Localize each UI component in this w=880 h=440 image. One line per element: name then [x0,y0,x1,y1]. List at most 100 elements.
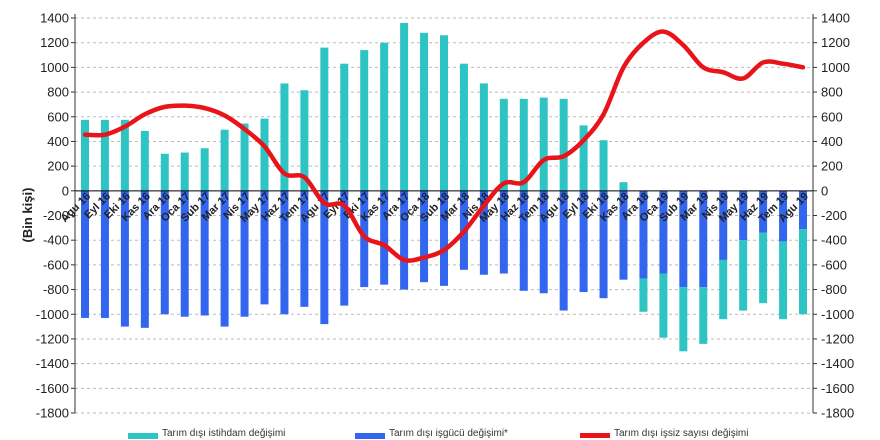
bar-employment [639,278,648,312]
y2-tick-label: -800 [821,282,847,297]
bar-employment [539,97,548,191]
y2-tick-label: 1400 [821,11,850,26]
y-tick-label: -800 [43,282,69,297]
y2-tick-label: 200 [821,159,843,174]
bar-labor-force [380,190,389,285]
y-tick-label: 200 [47,159,69,174]
bar-labor-force [400,190,409,290]
y-tick-label: 1400 [40,11,69,26]
bar-employment [739,240,748,311]
bar-labor-force [280,190,289,315]
bar-employment [799,229,807,315]
bar-employment [699,287,708,344]
bar-labor-force [340,190,349,306]
bar-labor-force [160,190,169,315]
y-tick-label: -1800 [36,406,69,421]
unemployed-change-line [82,29,806,263]
bar-employment [400,22,409,191]
bar-labor-force [200,190,209,316]
bar-labor-force [81,190,89,318]
bar-labor-force [799,190,807,230]
y-tick-label: 1000 [40,60,69,75]
bar-employment [719,259,728,320]
bar-employment [100,119,109,191]
bar-labor-force [240,190,249,317]
bar-employment [300,90,309,191]
employment-change-bars [81,22,628,191]
bar-employment [599,140,608,191]
bar-labor-force [220,190,229,327]
y-tick-label: -1600 [36,381,69,396]
y-tick-label: -1400 [36,356,69,371]
bar-labor-force [519,190,528,291]
y-tick-label: -400 [43,233,69,248]
bar-employment [759,232,768,304]
y2-tick-label: 400 [821,134,843,149]
legend-swatch-blue [355,432,385,439]
bar-employment [659,273,668,338]
y2-tick-label: -400 [821,233,847,248]
bar-employment [579,125,588,191]
bar-employment [360,50,369,191]
bar-labor-force [479,190,488,275]
bar-labor-force [619,190,628,280]
bar-employment [180,152,189,191]
bar-employment [260,118,269,191]
bar-labor-force [180,190,189,317]
bar-employment [440,35,448,191]
y2-tick-label: 1000 [821,60,850,75]
y-tick-label: -200 [43,208,69,223]
bar-labor-force [779,190,788,242]
y2-tick-label: -600 [821,257,847,272]
bar-labor-force [300,190,309,307]
y-axis-title: (Bin kişi) [20,188,35,243]
bar-employment [459,63,468,191]
y2-tick-label: 600 [821,109,843,124]
bar-employment [160,153,169,191]
left-y-tick-labels: 1400 1200 1000 800 600 400 200 0 -200 -400 -600 -80… [36,11,75,421]
bar-employment [280,83,289,191]
bar-labor-force [599,190,608,299]
bar-labor-force [440,190,448,286]
right-y-tick-labels: 1400 1200 1000 800 600 400 200 0 -200 -400 -600 -80… [813,11,854,421]
y2-tick-label: -1800 [821,406,854,421]
y2-tick-label: -200 [821,208,847,223]
bar-employment [420,32,429,191]
bar-employment [120,119,129,191]
y2-tick-label: 0 [821,183,828,198]
bar-employment [81,119,89,191]
bar-employment [220,129,229,191]
bar-labor-force [699,190,708,288]
bar-employment [519,98,528,191]
bar-employment [499,98,508,191]
bar-labor-force [140,190,149,328]
bar-labor-force [260,190,269,305]
bar-employment [559,98,568,191]
bar-employment [320,47,329,191]
y-tick-label: 0 [62,183,69,198]
bar-labor-force [120,190,129,327]
bar-employment [479,83,488,191]
bar-employment [340,63,349,191]
y-tick-label: -1000 [36,307,69,322]
bar-labor-force [499,190,508,274]
bar-labor-force [559,190,568,311]
legend-label-employment: Tarım dışı istihdam değişimi [162,428,286,439]
bar-employment [779,241,788,320]
bar-labor-force [579,190,588,293]
y2-tick-label: -1600 [821,381,854,396]
legend-label-labor-force: Tarım dışı işgücü değişimi* [389,428,508,439]
y-tick-label: 600 [47,109,69,124]
y-tick-label: -600 [43,257,69,272]
bar-labor-force [539,190,548,294]
legend-swatch-red [580,433,610,438]
bar-labor-force [100,190,109,318]
legend-item-employment: Tarım dışı istihdam değişimi [128,428,285,439]
y-tick-label: 1200 [40,35,69,50]
bar-employment [679,287,688,352]
bar-employment [619,182,628,191]
bar-labor-force [320,190,329,325]
legend-label-unemployed: Tarım dışı işsiz sayısı değişimi [614,428,749,439]
